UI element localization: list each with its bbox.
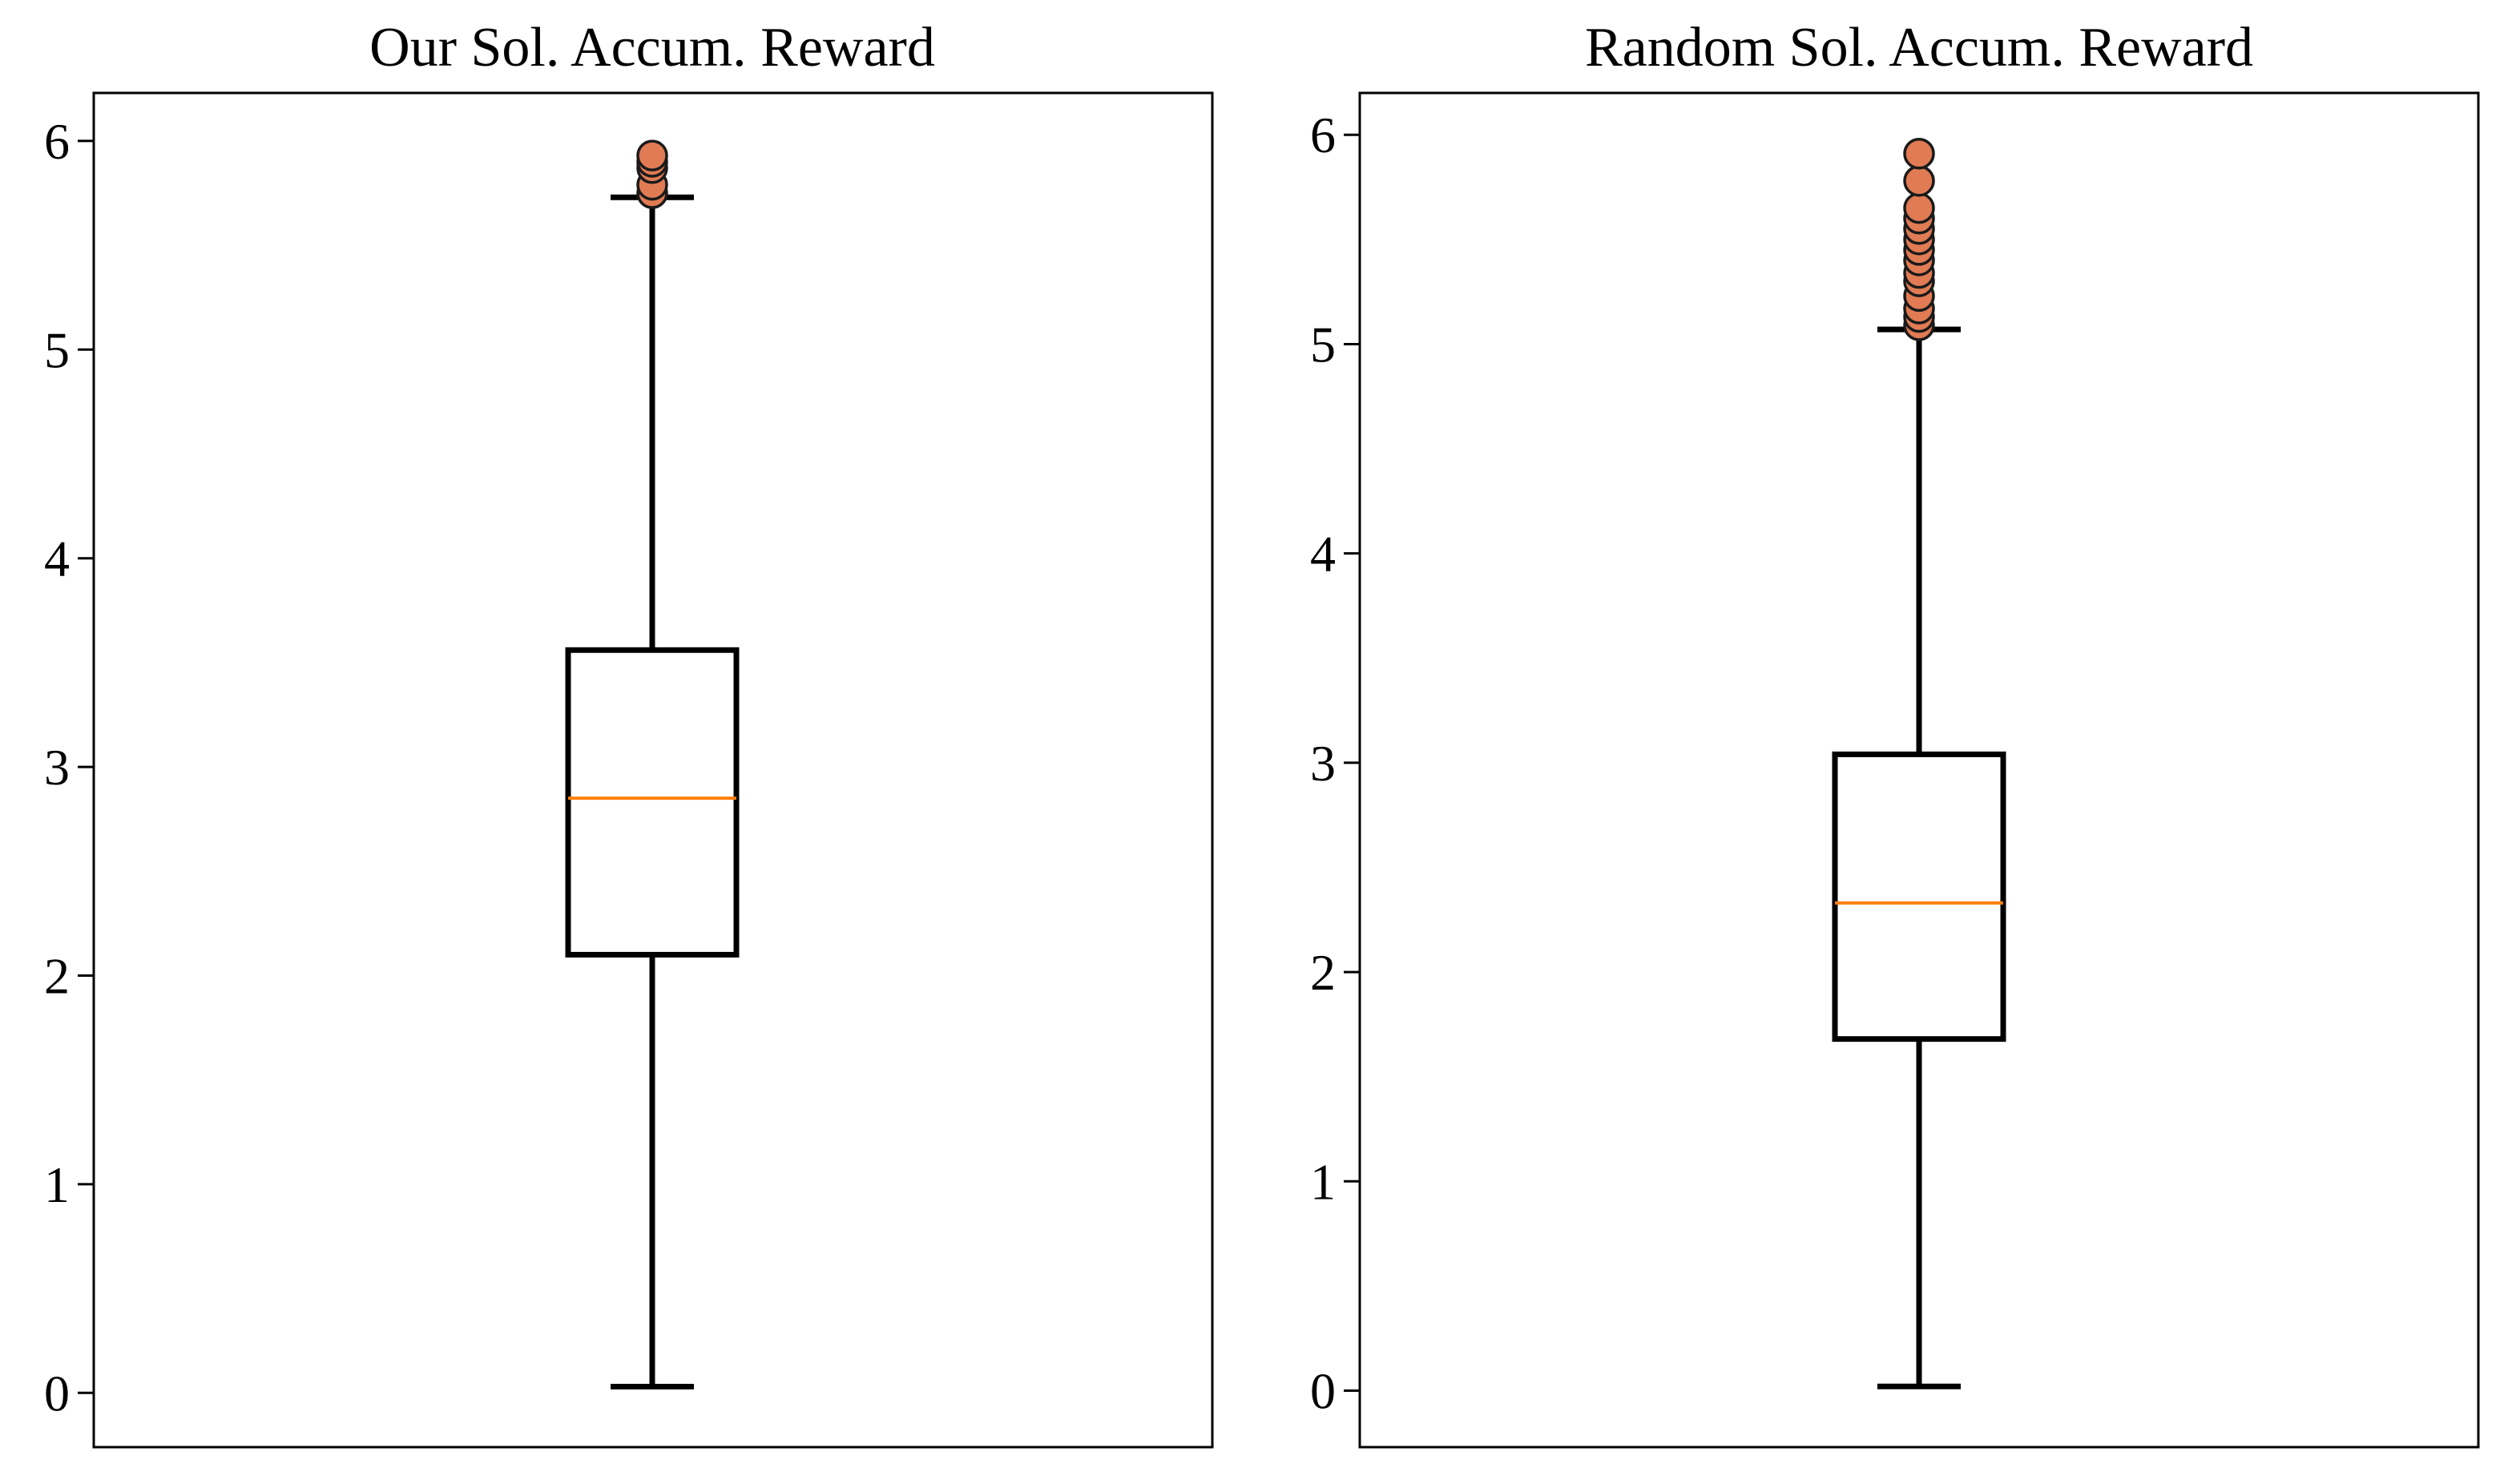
y-axis: 0 1 2 3 4 5 6 — [1310, 107, 1360, 1419]
outlier-point — [1903, 192, 1935, 224]
y-tick-label: 5 — [1310, 316, 1336, 373]
y-tick-label: 6 — [1310, 107, 1336, 163]
box-plot — [565, 139, 740, 1389]
outlier-point — [1903, 164, 1935, 197]
y-tick-label: 4 — [1310, 526, 1336, 583]
y-tick-label: 3 — [44, 739, 70, 796]
chart-title: Random Sol. Accum. Reward — [1585, 17, 2253, 79]
axes-frame — [92, 91, 1214, 1449]
y-tick-label: 0 — [1310, 1362, 1336, 1419]
y-tick-label: 2 — [44, 947, 70, 1004]
chart-panel-random-solution: Random Sol. Accum. Reward 0 1 2 3 4 5 6 — [1310, 17, 2480, 1449]
box-plot — [1832, 137, 2006, 1389]
axes-frame — [1358, 91, 2480, 1449]
outlier-point — [636, 139, 668, 171]
y-tick-label: 1 — [44, 1156, 70, 1213]
outlier-point — [1903, 137, 1935, 170]
y-tick-label: 5 — [44, 321, 70, 378]
y-tick-label: 2 — [1310, 944, 1336, 1001]
y-tick-label: 0 — [44, 1365, 70, 1421]
y-axis: 0 1 2 3 4 5 6 — [44, 113, 94, 1421]
y-tick-label: 6 — [44, 113, 70, 170]
y-tick-label: 4 — [44, 530, 70, 587]
y-tick-label: 1 — [1310, 1153, 1336, 1210]
interquartile-box — [1832, 751, 2006, 1042]
interquartile-box — [565, 647, 740, 958]
chart-panel-our-solution: Our Sol. Accum. Reward 0 1 2 3 4 5 6 — [44, 17, 1214, 1449]
y-tick-label: 3 — [1310, 735, 1336, 792]
chart-title: Our Sol. Accum. Reward — [369, 17, 935, 79]
